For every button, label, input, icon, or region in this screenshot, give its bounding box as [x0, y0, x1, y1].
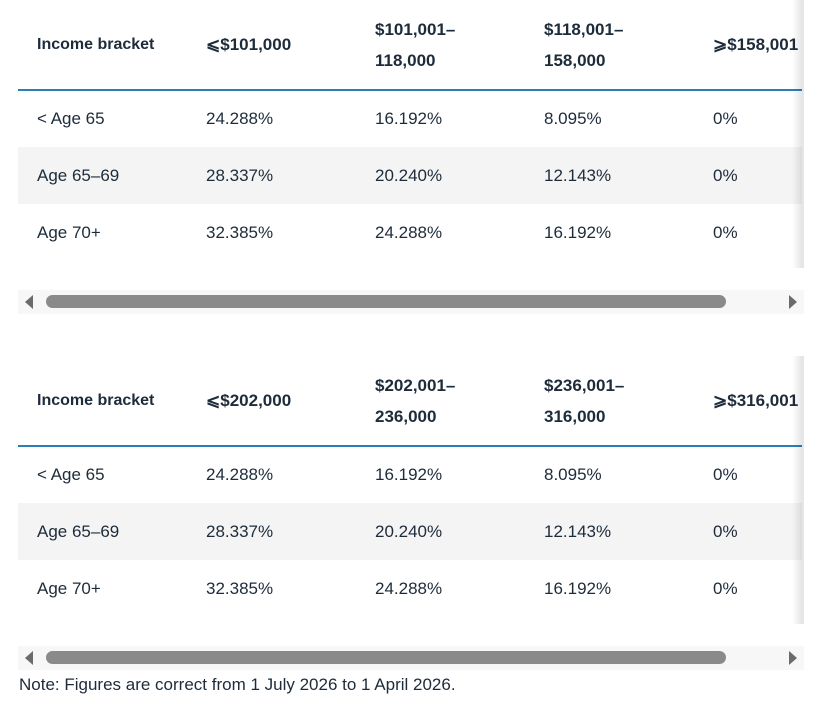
table-cell: 16.192% [375, 109, 443, 128]
table-cell: 16.192% [375, 465, 443, 484]
table-row: < Age 65 24.288% 16.192% 8.095% 0% [18, 90, 804, 147]
table-row: Age 70+ 32.385% 24.288% 16.192% 0% [18, 560, 804, 617]
table-cell: 20.240% [356, 503, 525, 560]
triangle-right-icon[interactable] [789, 651, 797, 665]
table-cell: 32.385% [206, 222, 274, 242]
triangle-left-icon[interactable] [25, 651, 33, 665]
row-label: Age 65–69 [18, 147, 187, 204]
horizontal-scrollbar[interactable] [18, 290, 804, 314]
table-cell: 32.385% [206, 578, 274, 598]
table-cell: 0% [713, 578, 738, 598]
column-header: ⩽$202,000 [187, 356, 356, 447]
column-header: ⩾$158,001 [694, 0, 804, 91]
triangle-right-icon[interactable] [789, 295, 797, 309]
triangle-left-icon[interactable] [25, 295, 33, 309]
row-label: < Age 65 [37, 465, 105, 484]
header-row: Income bracket ⩽$202,000 $202,001– 236,0… [18, 356, 804, 447]
table-cell: 24.288% [375, 578, 443, 598]
rate-table-2: Income bracket ⩽$202,000 $202,001– 236,0… [18, 356, 804, 670]
footnote: Note: Figures are correct from 1 July 20… [19, 675, 456, 694]
table-cell: 0% [713, 222, 738, 242]
row-label: Age 70+ [37, 578, 101, 598]
header-row: Income bracket ⩽$101,000 $101,001– 118,0… [18, 0, 804, 91]
row-label: Age 70+ [37, 222, 101, 242]
table-cell: 0% [694, 503, 804, 560]
table-row: Age 70+ 32.385% 24.288% 16.192% 0% [18, 204, 804, 261]
table-scroll-container[interactable]: Income bracket ⩽$101,000 $101,001– 118,0… [18, 0, 804, 268]
table-cell: 20.240% [356, 147, 525, 204]
table-cell: 12.143% [525, 147, 694, 204]
column-header: ⩽$101,000 [187, 0, 356, 91]
table-scroll-container[interactable]: Income bracket ⩽$202,000 $202,001– 236,0… [18, 356, 804, 624]
column-header: $118,001– 158,000 [525, 0, 694, 91]
column-header: $236,001– 316,000 [525, 356, 694, 447]
horizontal-scrollbar[interactable] [18, 646, 804, 670]
table-cell: 0% [713, 109, 738, 128]
scrollbar-thumb[interactable] [46, 651, 726, 664]
rate-table: Income bracket ⩽$101,000 $101,001– 118,0… [18, 0, 804, 261]
table-cell: 28.337% [187, 147, 356, 204]
column-header: $202,001– 236,000 [356, 356, 525, 447]
table-row: Age 65–69 28.337% 20.240% 12.143% 0% [18, 147, 804, 204]
table-cell: 16.192% [544, 222, 612, 242]
table-cell: 0% [713, 465, 738, 484]
row-label: < Age 65 [37, 109, 105, 128]
table-cell: 24.288% [206, 465, 274, 484]
table-row: Age 65–69 28.337% 20.240% 12.143% 0% [18, 503, 804, 560]
table-cell: 24.288% [375, 222, 443, 242]
table-cell: 0% [694, 147, 804, 204]
scrollbar-thumb[interactable] [46, 295, 726, 308]
table-cell: 12.143% [525, 503, 694, 560]
column-header: $101,001– 118,000 [356, 0, 525, 91]
column-header: Income bracket [18, 0, 187, 91]
table-cell: 24.288% [206, 109, 274, 128]
row-label: Age 65–69 [18, 503, 187, 560]
table-cell: 8.095% [544, 109, 602, 128]
table-row: < Age 65 24.288% 16.192% 8.095% 0% [18, 446, 804, 503]
table-cell: 28.337% [187, 503, 356, 560]
table-cell: 8.095% [544, 465, 602, 484]
column-header: ⩾$316,001 [694, 356, 804, 447]
column-header: Income bracket [18, 356, 187, 447]
scroll-edge-shadow [792, 356, 804, 624]
rate-table: Income bracket ⩽$202,000 $202,001– 236,0… [18, 356, 804, 617]
table-cell: 16.192% [544, 578, 612, 598]
scroll-edge-shadow [792, 0, 804, 268]
rate-table-1: Income bracket ⩽$101,000 $101,001– 118,0… [18, 0, 804, 314]
